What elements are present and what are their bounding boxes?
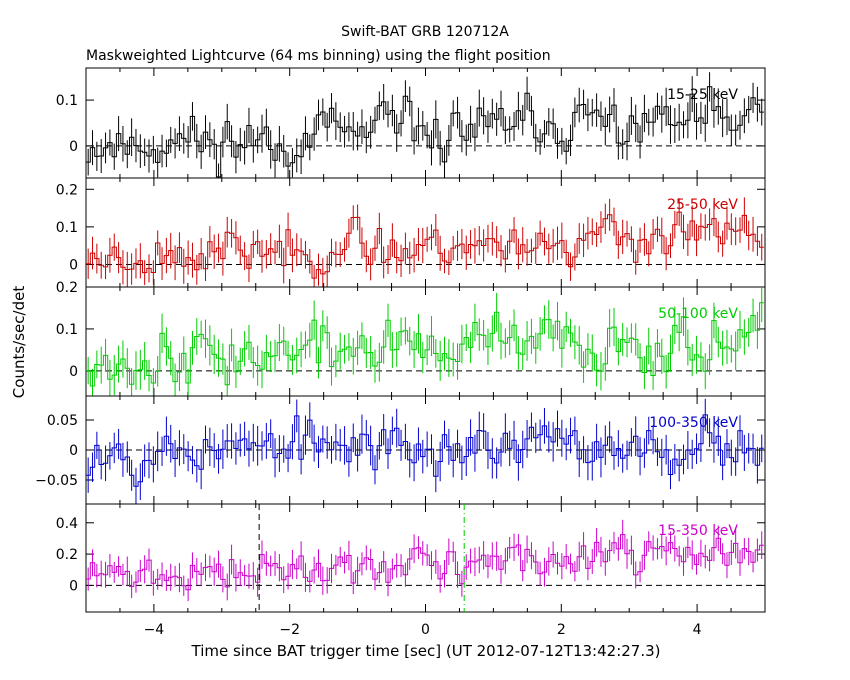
y-tick-label: 0 [69,257,78,273]
x-axis-label: Time since BAT trigger time [sec] (UT 20… [191,642,661,660]
panel-3: 0 0.1 0.2 50-100 keV [56,280,766,397]
y-tick-label: 0 [69,139,78,155]
x-tick-label: 2 [557,622,566,638]
band-label: 100-350 keV [649,415,738,431]
y-tick-label: 0 [69,578,78,594]
y-tick-label: 0 [69,443,78,459]
y-tick-label: 0.1 [56,220,78,236]
panel-2: 0 0.1 0.2 25-50 keV [56,177,766,288]
x-tick-label: 4 [693,622,702,638]
panels-group: 0 0.1 15-25 keV 0 0.1 0.2 25-50 keV 0 0.1 0.2 50-1… [35,67,766,638]
x-tick-label: −2 [279,622,300,638]
panel-1: 0 0.1 15-25 keV [56,67,766,179]
y-tick-label: 0.2 [56,547,78,563]
y-tick-label: 0 [69,364,78,380]
series-line [86,86,764,178]
band-label: 25-50 keV [667,197,738,213]
y-axis-label: Counts/sec/det [10,286,28,399]
y-tick-label: 0.2 [56,182,78,198]
series-line [86,534,764,591]
series-line [86,414,764,487]
chart-subtitle: Maskweighted Lightcurve (64 ms binning) … [86,48,551,64]
panel-4: −0.05 0 0.05 100-350 keV [35,395,766,505]
x-tick-label: −4 [144,622,165,638]
band-label: 50-100 keV [658,306,738,322]
band-label: 15-350 keV [658,523,738,539]
series-line [86,211,764,279]
chart-title: Swift-BAT GRB 120712A [341,24,509,40]
y-tick-label: 0.05 [47,413,78,429]
panel-frame [85,67,766,179]
band-label: 15-25 keV [667,87,738,103]
x-tick-label: 0 [421,622,430,638]
y-tick-label: 0.2 [56,280,78,296]
y-tick-label: 0.4 [56,516,78,532]
y-tick-label: 0.1 [56,322,78,338]
y-tick-label: 0.1 [56,93,78,109]
y-tick-label: −0.05 [35,473,78,489]
series-line [86,302,764,387]
panel-5: 0 0.2 0.4 15-350 keV −4 −2 0 2 4 [56,503,766,638]
